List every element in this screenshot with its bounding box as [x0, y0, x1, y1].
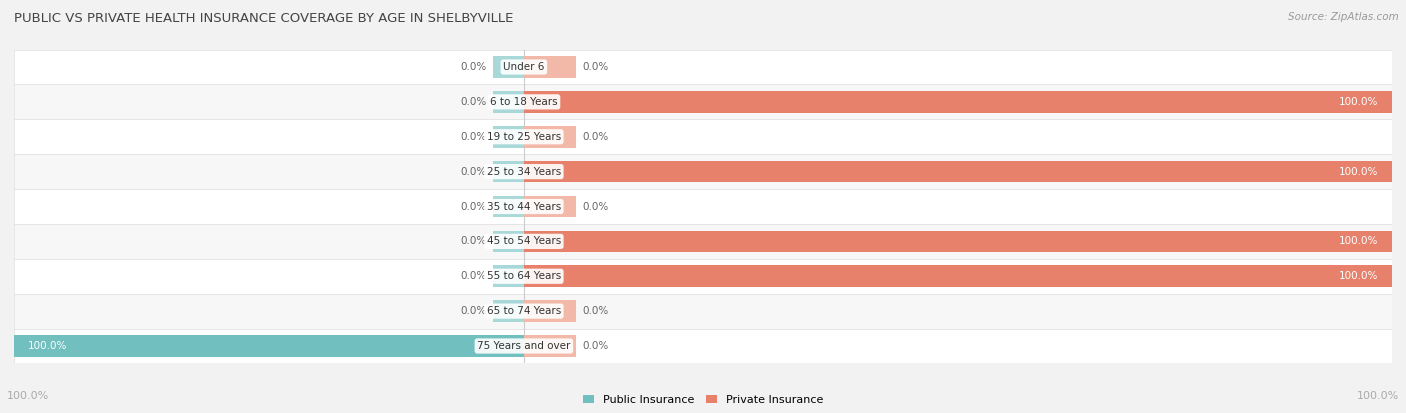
Bar [494, 126, 524, 147]
Text: Under 6: Under 6 [503, 62, 544, 72]
Bar [494, 300, 524, 322]
Text: 6 to 18 Years: 6 to 18 Years [491, 97, 558, 107]
Bar [14, 189, 1392, 224]
Bar [524, 126, 576, 147]
Text: 0.0%: 0.0% [460, 271, 486, 281]
Bar [494, 266, 524, 287]
Text: 75 Years and over: 75 Years and over [477, 341, 571, 351]
Bar [524, 196, 576, 217]
Bar [14, 329, 1392, 363]
Text: 100.0%: 100.0% [28, 341, 67, 351]
Text: 0.0%: 0.0% [460, 236, 486, 247]
Bar [524, 300, 576, 322]
Bar [14, 259, 1392, 294]
Text: 25 to 34 Years: 25 to 34 Years [486, 166, 561, 177]
Bar [524, 91, 1392, 113]
Text: 100.0%: 100.0% [1339, 271, 1378, 281]
Text: 100.0%: 100.0% [1357, 391, 1399, 401]
Text: 0.0%: 0.0% [460, 202, 486, 211]
Text: 100.0%: 100.0% [1339, 166, 1378, 177]
Text: 0.0%: 0.0% [460, 62, 486, 72]
Bar [524, 230, 1392, 252]
Text: 100.0%: 100.0% [1339, 236, 1378, 247]
Text: 0.0%: 0.0% [460, 166, 486, 177]
Bar [14, 84, 1392, 119]
Text: 0.0%: 0.0% [583, 62, 609, 72]
Text: 35 to 44 Years: 35 to 44 Years [486, 202, 561, 211]
Text: 65 to 74 Years: 65 to 74 Years [486, 306, 561, 316]
Bar [14, 154, 1392, 189]
Bar [494, 91, 524, 113]
Bar [14, 224, 1392, 259]
Bar [14, 50, 1392, 84]
Bar [494, 161, 524, 183]
Text: 45 to 54 Years: 45 to 54 Years [486, 236, 561, 247]
Text: 0.0%: 0.0% [583, 132, 609, 142]
Text: 0.0%: 0.0% [460, 306, 486, 316]
Text: Source: ZipAtlas.com: Source: ZipAtlas.com [1288, 12, 1399, 22]
Text: 100.0%: 100.0% [1339, 97, 1378, 107]
Bar [14, 119, 1392, 154]
Text: 0.0%: 0.0% [460, 132, 486, 142]
Text: 55 to 64 Years: 55 to 64 Years [486, 271, 561, 281]
Bar [494, 196, 524, 217]
Bar [524, 161, 1392, 183]
Bar [524, 335, 576, 357]
Bar [14, 294, 1392, 329]
Legend: Public Insurance, Private Insurance: Public Insurance, Private Insurance [583, 395, 823, 405]
Bar [494, 230, 524, 252]
Text: 0.0%: 0.0% [460, 97, 486, 107]
Bar [524, 266, 1392, 287]
Text: 100.0%: 100.0% [7, 391, 49, 401]
Bar [14, 335, 524, 357]
Bar [494, 56, 524, 78]
Text: 19 to 25 Years: 19 to 25 Years [486, 132, 561, 142]
Bar [524, 56, 576, 78]
Text: 0.0%: 0.0% [583, 202, 609, 211]
Text: 0.0%: 0.0% [583, 306, 609, 316]
Text: PUBLIC VS PRIVATE HEALTH INSURANCE COVERAGE BY AGE IN SHELBYVILLE: PUBLIC VS PRIVATE HEALTH INSURANCE COVER… [14, 12, 513, 25]
Text: 0.0%: 0.0% [583, 341, 609, 351]
